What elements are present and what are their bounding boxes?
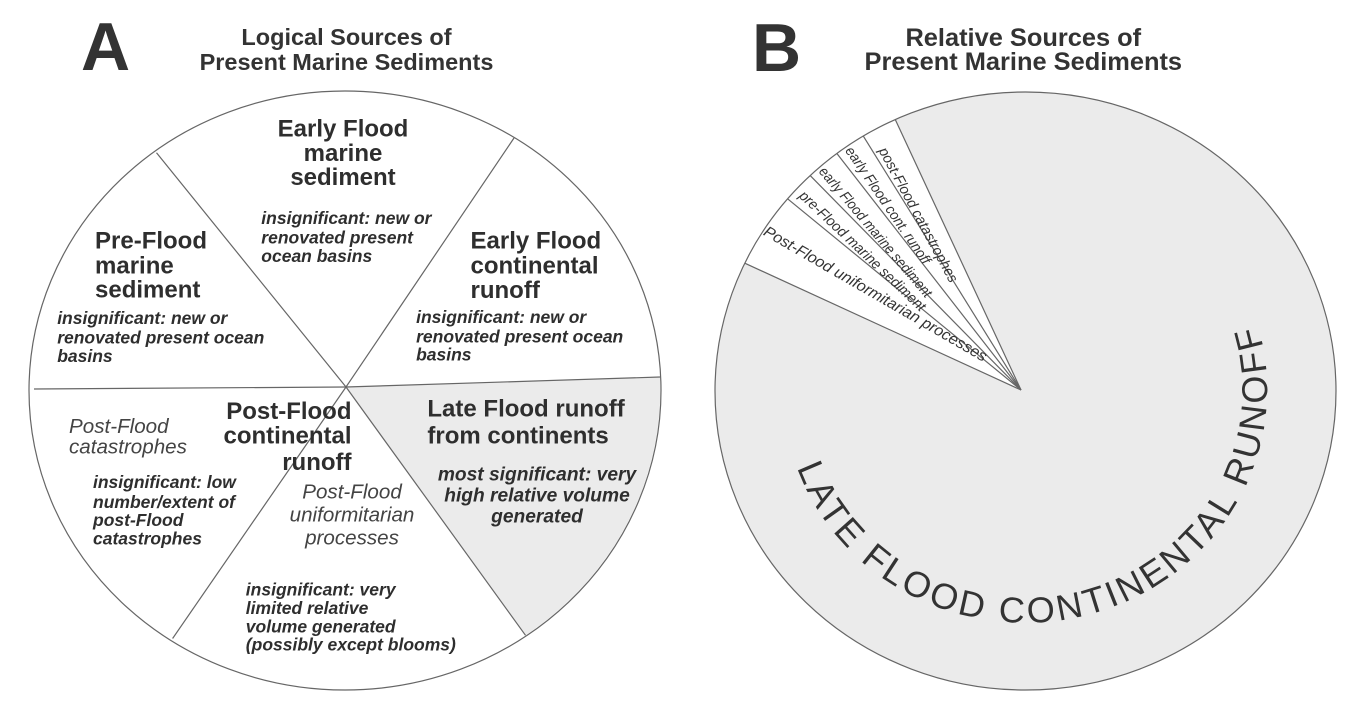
- svg-text:Post-Flood: Post-Flood: [69, 415, 169, 438]
- svg-text:renovated present ocean: renovated present ocean: [416, 326, 623, 346]
- svg-text:B: B: [752, 10, 801, 86]
- svg-text:renovated present: renovated present: [261, 227, 414, 247]
- svg-text:A: A: [81, 9, 130, 85]
- svg-text:uniformitarian: uniformitarian: [290, 503, 415, 526]
- svg-text:ocean basins: ocean basins: [261, 246, 372, 266]
- svg-text:volume generated: volume generated: [246, 616, 396, 636]
- svg-text:sediment: sediment: [95, 277, 200, 304]
- svg-text:continental: continental: [471, 253, 599, 280]
- svg-text:Logical Sources of: Logical Sources of: [241, 24, 451, 50]
- svg-text:generated: generated: [490, 507, 584, 528]
- svg-text:renovated present ocean: renovated present ocean: [57, 328, 264, 348]
- svg-text:Present Marine Sediments: Present Marine Sediments: [200, 49, 494, 75]
- svg-text:continental: continental: [223, 423, 351, 450]
- svg-text:insignificant: low: insignificant: low: [93, 472, 237, 492]
- svg-text:catastrophes: catastrophes: [69, 436, 187, 459]
- svg-text:post-Flood: post-Flood: [92, 510, 184, 530]
- svg-text:Relative Sources of: Relative Sources of: [905, 24, 1141, 52]
- svg-text:Late Flood runoff: Late Flood runoff: [427, 395, 625, 422]
- svg-text:Post-Flood: Post-Flood: [302, 480, 402, 503]
- svg-text:Early Flood: Early Flood: [471, 227, 602, 254]
- svg-text:number/extent of: number/extent of: [93, 492, 237, 512]
- svg-text:catastrophes: catastrophes: [93, 528, 202, 548]
- svg-text:basins: basins: [57, 346, 113, 366]
- svg-text:insignificant: new or: insignificant: new or: [57, 308, 228, 328]
- svg-text:high relative volume: high relative volume: [444, 486, 630, 507]
- svg-text:(possibly except blooms): (possibly except blooms): [246, 635, 456, 655]
- svg-text:runoff: runoff: [282, 449, 352, 476]
- svg-text:runoff: runoff: [471, 277, 541, 304]
- svg-text:most significant: very: most significant: very: [438, 465, 638, 486]
- svg-text:marine: marine: [95, 253, 174, 280]
- svg-text:Early Flood: Early Flood: [278, 115, 409, 142]
- svg-text:marine: marine: [304, 140, 383, 167]
- svg-text:sediment: sediment: [290, 164, 395, 191]
- svg-text:from continents: from continents: [427, 423, 608, 450]
- svg-text:Pre-Flood: Pre-Flood: [95, 227, 207, 254]
- svg-text:basins: basins: [416, 345, 472, 365]
- svg-text:insignificant: new or: insignificant: new or: [416, 307, 587, 327]
- svg-text:insignificant: very: insignificant: very: [246, 579, 397, 599]
- svg-text:insignificant: new or: insignificant: new or: [261, 208, 432, 228]
- svg-text:Post-Flood: Post-Flood: [226, 398, 351, 425]
- svg-text:limited relative: limited relative: [246, 598, 369, 618]
- svg-text:processes: processes: [304, 526, 399, 549]
- svg-text:Present Marine Sediments: Present Marine Sediments: [865, 48, 1183, 76]
